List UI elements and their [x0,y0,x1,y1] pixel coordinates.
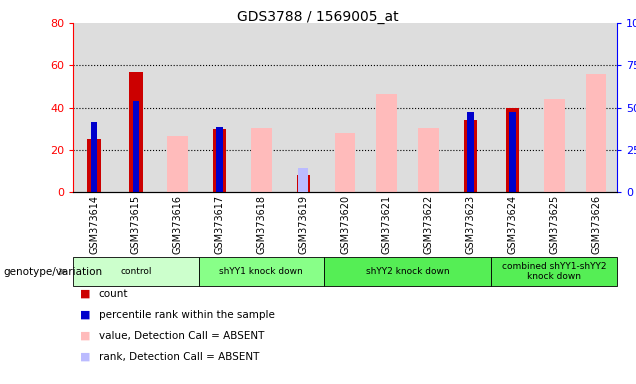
Bar [544,99,565,192]
Bar [240,23,282,192]
Text: genotype/variation: genotype/variation [3,266,102,277]
Bar [87,139,100,192]
Bar [296,175,310,192]
Text: ■: ■ [80,331,90,341]
Bar [129,71,142,192]
Bar [509,112,516,192]
Bar [366,23,408,192]
Bar [91,122,97,192]
Bar [533,23,575,192]
Bar [198,23,240,192]
Bar [157,23,198,192]
Bar [251,128,272,192]
Bar [335,133,356,192]
Bar [324,23,366,192]
Bar [408,23,450,192]
Bar [418,128,439,192]
Bar [586,74,607,192]
FancyBboxPatch shape [492,257,617,286]
Bar [73,23,115,192]
Text: value, Detection Call = ABSENT: value, Detection Call = ABSENT [99,331,264,341]
Text: rank, Detection Call = ABSENT: rank, Detection Call = ABSENT [99,352,259,362]
Bar [450,23,492,192]
Text: ■: ■ [80,310,90,320]
Bar [213,129,226,192]
Text: shYY2 knock down: shYY2 knock down [366,267,450,276]
Text: percentile rank within the sample: percentile rank within the sample [99,310,275,320]
Bar [384,99,391,192]
Bar [506,108,519,192]
FancyBboxPatch shape [198,257,324,286]
Text: ■: ■ [80,352,90,362]
FancyBboxPatch shape [324,257,492,286]
Text: combined shYY1-shYY2
knock down: combined shYY1-shYY2 knock down [502,262,607,281]
Text: shYY1 knock down: shYY1 knock down [219,267,303,276]
FancyBboxPatch shape [73,257,198,286]
Text: GDS3788 / 1569005_at: GDS3788 / 1569005_at [237,10,399,23]
Bar [115,23,157,192]
Bar [377,94,398,192]
Bar [132,101,139,192]
Bar [575,23,617,192]
Bar [282,23,324,192]
Bar [216,127,223,192]
Bar [593,93,599,192]
Bar [167,136,188,192]
Text: control: control [120,267,151,276]
Bar [551,106,558,192]
Bar [464,120,477,192]
Bar [298,168,308,192]
Bar [492,23,533,192]
Bar [467,112,474,192]
Text: ■: ■ [80,289,90,299]
Text: count: count [99,289,128,299]
